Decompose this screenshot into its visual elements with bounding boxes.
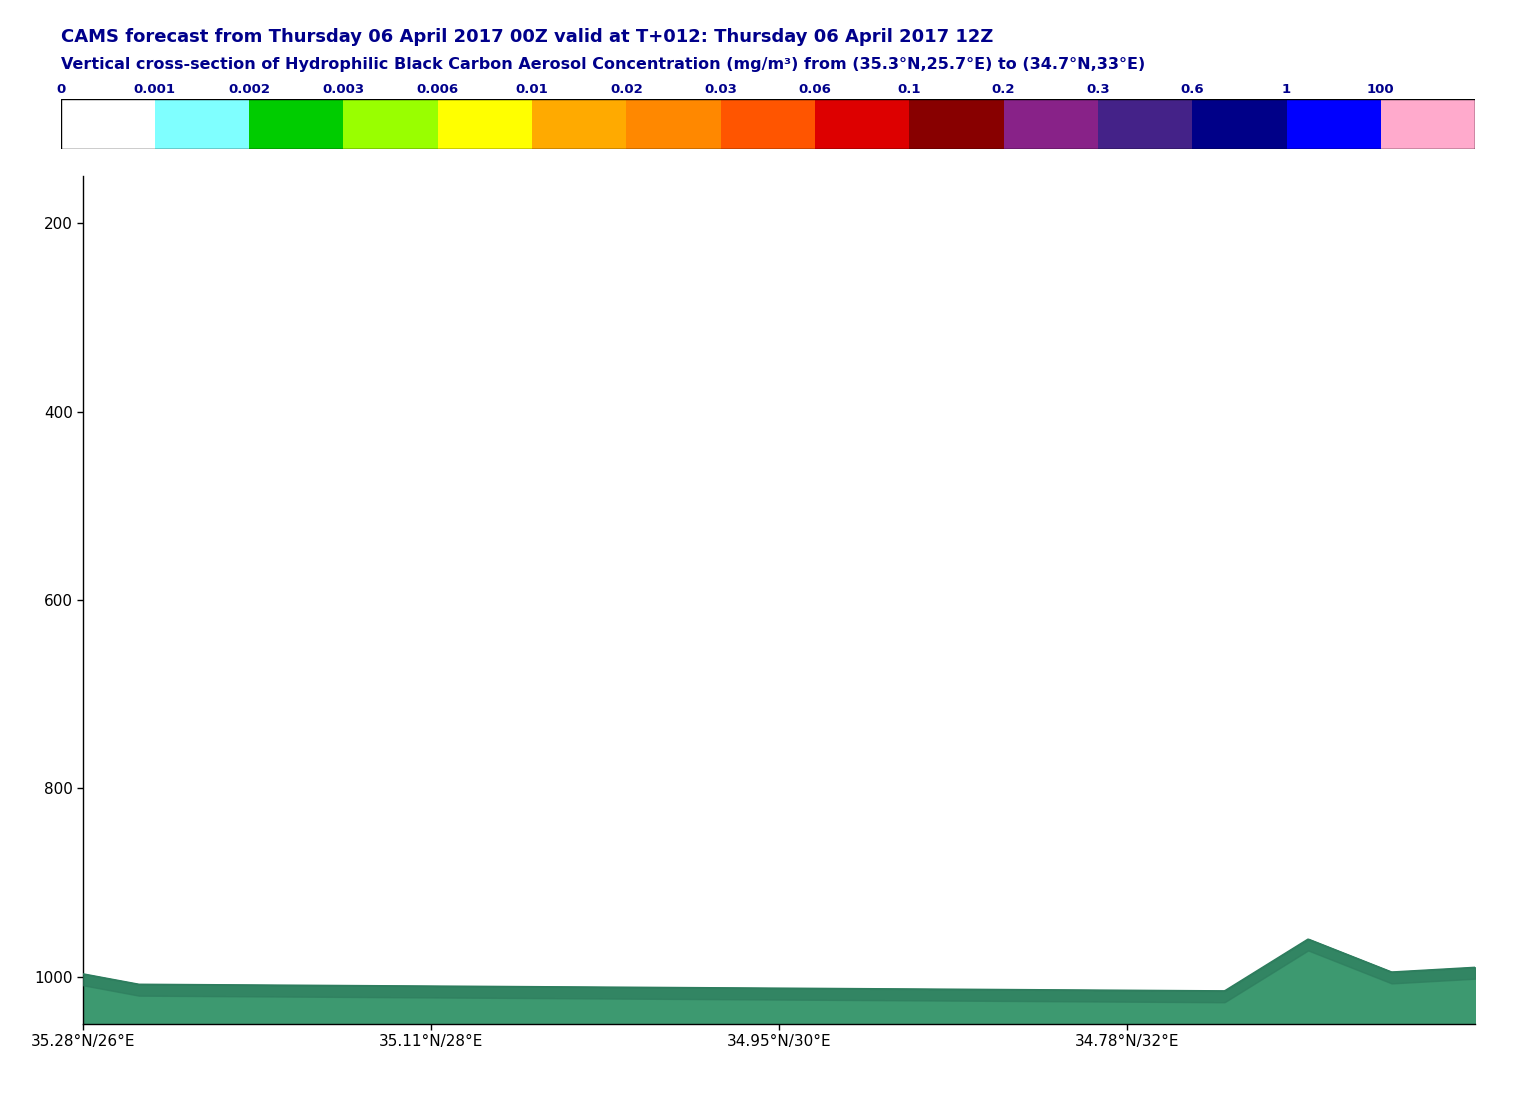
Text: 0.1: 0.1: [897, 83, 921, 96]
Bar: [250, 99, 343, 149]
Text: Vertical cross-section of Hydrophilic Black Carbon Aerosol Concentration (mg/m³): Vertical cross-section of Hydrophilic Bl…: [61, 57, 1145, 73]
Text: 0.03: 0.03: [704, 83, 737, 96]
Bar: [533, 99, 626, 149]
Text: 0.006: 0.006: [416, 83, 458, 96]
Bar: [816, 99, 909, 149]
Bar: [437, 99, 533, 149]
Bar: [1098, 99, 1192, 149]
Text: 0.002: 0.002: [228, 83, 271, 96]
Text: 0.02: 0.02: [610, 83, 643, 96]
Text: 0.2: 0.2: [993, 83, 1015, 96]
Bar: [1286, 99, 1381, 149]
Bar: [1192, 99, 1286, 149]
Text: 0: 0: [56, 83, 65, 96]
Bar: [909, 99, 1003, 149]
Text: 0.003: 0.003: [322, 83, 365, 96]
Text: 0.06: 0.06: [799, 83, 832, 96]
Bar: [154, 99, 250, 149]
Text: 0.3: 0.3: [1086, 83, 1109, 96]
Bar: [1381, 99, 1475, 149]
Text: 0.01: 0.01: [516, 83, 548, 96]
Text: CAMS forecast from Thursday 06 April 2017 00Z valid at T+012: Thursday 06 April : CAMS forecast from Thursday 06 April 201…: [61, 28, 993, 45]
Text: 100: 100: [1368, 83, 1395, 96]
Text: 1: 1: [1282, 83, 1291, 96]
Bar: [343, 99, 437, 149]
Bar: [720, 99, 816, 149]
Text: 0.001: 0.001: [133, 83, 176, 96]
Bar: [61, 99, 154, 149]
Bar: [626, 99, 720, 149]
Bar: [1003, 99, 1098, 149]
Text: 0.6: 0.6: [1180, 83, 1204, 96]
